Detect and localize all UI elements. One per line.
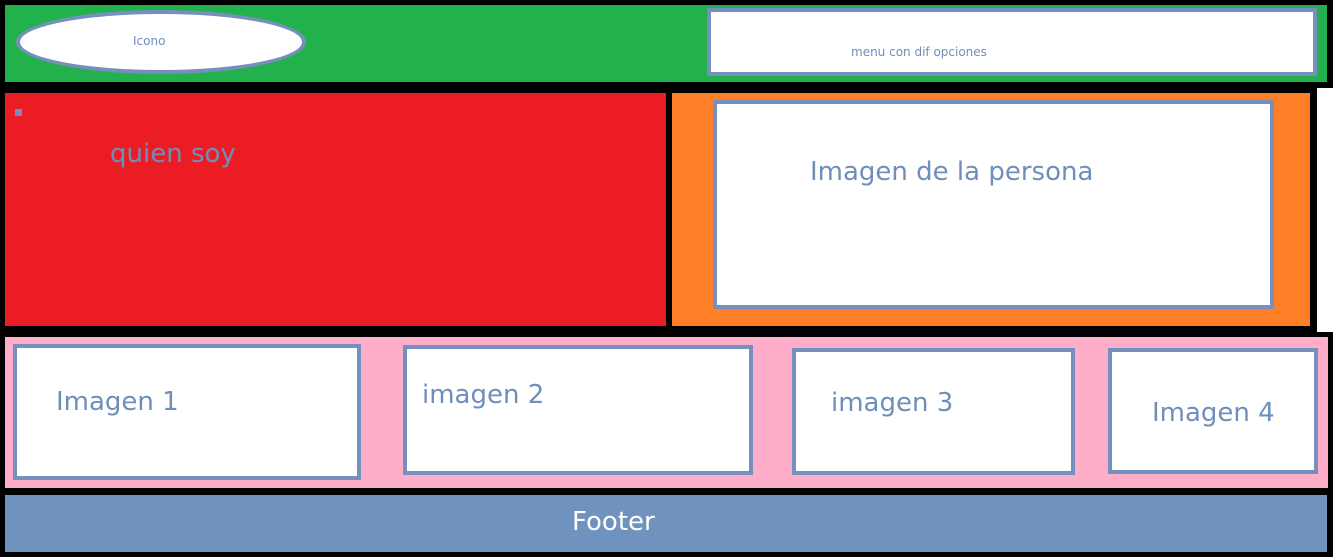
menu-placeholder[interactable]: menu con dif opciones	[707, 8, 1317, 76]
gallery-label-2: imagen 2	[422, 380, 545, 410]
person-image-label: Imagen de la persona	[810, 157, 1094, 187]
footer-text: Footer	[572, 507, 655, 537]
logo-placeholder[interactable]: Icono	[16, 10, 306, 74]
logo-label: Icono	[133, 34, 166, 48]
gallery-image-2: imagen 2	[403, 345, 753, 475]
gallery-image-3: imagen 3	[792, 348, 1075, 475]
bullet-marker	[15, 109, 22, 116]
menu-label: menu con dif opciones	[851, 45, 987, 59]
gallery-image-4: Imagen 4	[1108, 348, 1318, 474]
footer-section: Footer	[0, 490, 1333, 557]
gallery-label-3: imagen 3	[831, 388, 954, 418]
about-section: quien soy	[5, 93, 666, 326]
gallery-label-4: Imagen 4	[1152, 398, 1275, 428]
gallery-image-1: Imagen 1	[13, 344, 361, 480]
gallery-label-1: Imagen 1	[56, 387, 179, 417]
about-text: quien soy	[110, 139, 236, 169]
person-image-placeholder: Imagen de la persona	[713, 100, 1274, 309]
photo-section: Imagen de la persona	[672, 93, 1310, 326]
